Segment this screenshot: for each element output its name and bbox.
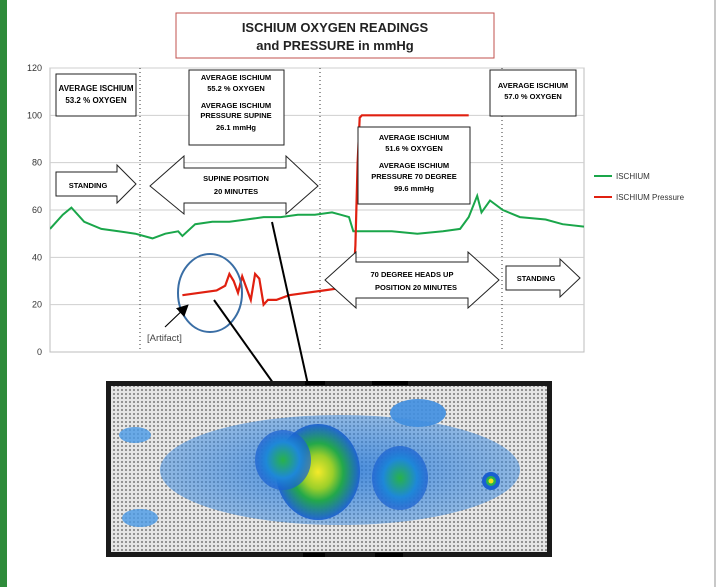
pressure-zone-upper [390, 399, 446, 427]
pressure-hotspot-left [255, 430, 311, 490]
annotation-text: 55.2 % OXYGEN [207, 84, 265, 93]
annotation-text: AVERAGE ISCHIUM [379, 133, 449, 142]
chart-title-line1: ISCHIUM OXYGEN READINGS [242, 20, 429, 35]
pressure-zone-left [119, 427, 151, 443]
artifact-highlight-ellipse [177, 253, 243, 333]
y-tick-label: 60 [32, 205, 42, 215]
frame-tab-bottom-1 [303, 553, 325, 557]
annotation-text: AVERAGE ISCHIUM [201, 73, 271, 82]
arrow-label: STANDING [69, 181, 108, 190]
y-tick-label: 100 [27, 110, 42, 120]
y-tick-label: 20 [32, 300, 42, 310]
annotation-box-70-degree [357, 126, 471, 205]
arrow-standing-1 [55, 163, 137, 205]
series-line-ischium-pressure [182, 114, 469, 308]
artifact-pointer-arrow [164, 304, 189, 328]
frame-tab-top-2 [372, 381, 408, 385]
title-box [175, 12, 495, 59]
arrow-70-degree [324, 250, 500, 310]
arrow-supine-position [149, 154, 319, 216]
annotation-box-supine [188, 69, 285, 146]
arrow-label: STANDING [517, 274, 556, 283]
arrow-label: POSITION 20 MINUTES [375, 283, 457, 292]
frame-tab-bottom-2 [375, 553, 403, 557]
arrow-label: 70 DEGREE HEADS UP [371, 270, 454, 279]
annotation-text: PRESSURE 70 DEGREE [371, 172, 456, 181]
annotation-text: PRESSURE SUPINE [200, 111, 271, 120]
legend-label-ischium: ISCHIUM [616, 172, 650, 181]
left-green-border [0, 0, 7, 587]
legend-label-ischium-pressure: ISCHIUM Pressure [616, 193, 685, 202]
arrow-label: 20 MINUTES [214, 187, 258, 196]
artifact-label: [Artifact] [147, 333, 182, 344]
annotation-text: 99.6 mmHg [394, 184, 434, 193]
annotation-box-standing-2 [489, 69, 577, 117]
annotation-text: 57.0 % OXYGEN [504, 92, 562, 101]
y-axis-ticks: 0 20 40 60 80 100 120 [27, 63, 42, 357]
pressure-hotspot-right [372, 446, 428, 510]
y-tick-label: 40 [32, 252, 42, 262]
chart-title-line2: and PRESSURE in mmHg [256, 38, 414, 53]
annotation-text: 53.2 % OXYGEN [65, 96, 127, 105]
gridlines [50, 67, 584, 306]
annotation-text: AVERAGE ISCHIUM [201, 101, 271, 110]
y-tick-label: 0 [37, 347, 42, 357]
annotation-text: AVERAGE ISCHIUM [379, 161, 449, 170]
y-tick-label: 80 [32, 158, 42, 168]
pressure-hotspot-small-core [488, 478, 494, 484]
y-tick-label: 120 [27, 63, 42, 73]
series-line-ischium [50, 192, 584, 240]
arrow-label: SUPINE POSITION [203, 174, 269, 183]
annotation-text: AVERAGE ISCHIUM [498, 81, 568, 90]
annotation-text: 26.1 mmHg [216, 123, 256, 132]
frame-tab-top-1 [305, 381, 325, 385]
annotation-text: 51.6 % OXYGEN [385, 144, 443, 153]
pressure-zone-left-lower [122, 509, 158, 527]
right-border [714, 0, 716, 587]
annotation-text: AVERAGE ISCHIUM [59, 84, 134, 93]
arrow-standing-2 [505, 257, 581, 299]
annotation-box-standing-1 [55, 73, 137, 117]
pressure-map-image [106, 381, 552, 557]
legend: ISCHIUM ISCHIUM Pressure [594, 172, 685, 202]
